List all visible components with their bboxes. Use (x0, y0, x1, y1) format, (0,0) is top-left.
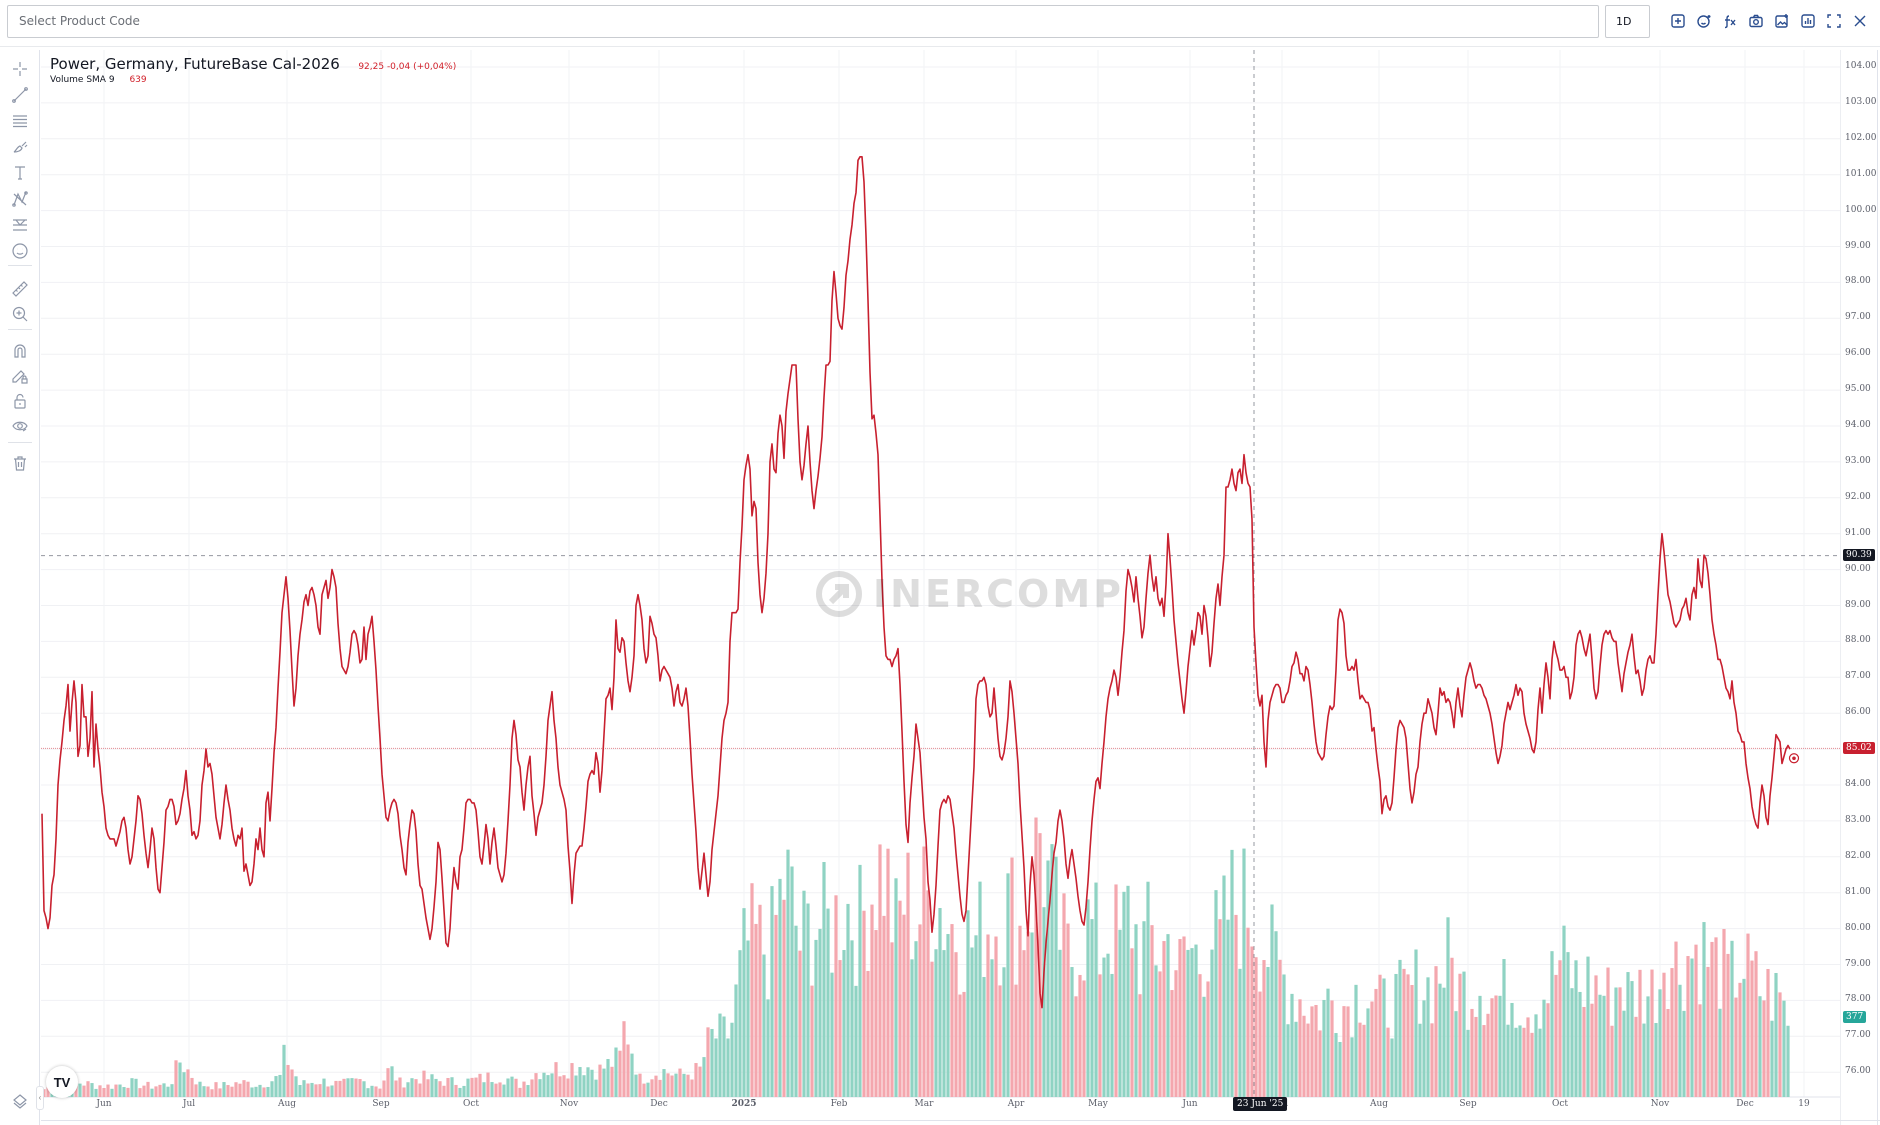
trash-icon[interactable] (8, 452, 32, 474)
time-tick-label: Jun (96, 1099, 112, 1109)
camera-icon[interactable] (1743, 10, 1769, 32)
price-line (41, 156, 1791, 1009)
function-icon[interactable] (1717, 10, 1743, 32)
drawing-toolbar (0, 50, 40, 1125)
text-icon[interactable] (8, 162, 32, 184)
brush-icon[interactable] (8, 136, 32, 158)
toolbar-divider (8, 442, 32, 443)
chart-legend: Power, Germany, FutureBase Cal-2026 92,2… (50, 55, 456, 85)
price-tick-label: 98.00 (1845, 276, 1871, 287)
lock-drawing-icon[interactable] (8, 365, 32, 387)
volume-badge: 377 (1843, 1011, 1867, 1023)
ohlc-values: 92,25 -0,04 (+0,04%) (358, 62, 457, 72)
close-icon[interactable] (1847, 10, 1873, 32)
zoom-in-icon[interactable] (8, 303, 32, 325)
price-axis-border (1840, 50, 1841, 1125)
tradingview-logo[interactable]: TV (46, 1066, 78, 1098)
time-tick-label: Dec (650, 1099, 668, 1109)
crosshair-date-badge: 23 Jun '25 (1233, 1097, 1288, 1111)
time-tick-label: Oct (1551, 1099, 1569, 1109)
volume-indicator-value: 639 (129, 75, 147, 85)
trend-line-icon[interactable] (8, 84, 32, 106)
time-tick-label: Apr (1007, 1099, 1025, 1109)
price-tick-label: 86.00 (1845, 707, 1871, 718)
price-tick-label: 102.00 (1845, 132, 1877, 143)
bar-chart-icon[interactable] (1795, 10, 1821, 32)
crosshair-icon[interactable] (8, 58, 32, 80)
price-tick-label: 80.00 (1845, 922, 1871, 933)
time-tick-label: May (1088, 1099, 1108, 1109)
time-tick-label: Aug (1369, 1099, 1389, 1109)
magnet-icon[interactable] (8, 340, 32, 362)
crosshair-lines (41, 50, 1840, 1097)
price-tick-label: 82.00 (1845, 850, 1871, 861)
price-tick-label: 81.00 (1845, 886, 1871, 897)
unlock-icon[interactable] (8, 390, 32, 412)
time-tick-label: 19 (1798, 1099, 1810, 1109)
time-tick-label: 2025 (731, 1099, 757, 1109)
price-tick-label: 79.00 (1845, 958, 1871, 969)
bottom-border (41, 1120, 1880, 1121)
horizontal-lines-icon[interactable] (8, 110, 32, 132)
fullscreen-icon[interactable] (1821, 10, 1847, 32)
layers-icon[interactable] (8, 1090, 32, 1112)
forecast-icon[interactable] (8, 214, 32, 236)
time-tick-label: Mar (914, 1099, 934, 1109)
price-tick-label: 95.00 (1845, 384, 1871, 395)
time-tick-label: Oct (462, 1099, 480, 1109)
time-tick-label: Dec (1736, 1099, 1754, 1109)
price-tick-label: 88.00 (1845, 635, 1871, 646)
price-tick-label: 77.00 (1845, 1030, 1871, 1041)
crosshair-price-badge: 90.39 (1843, 549, 1875, 561)
price-tick-label: 99.00 (1845, 240, 1871, 251)
add-icon[interactable] (1665, 10, 1691, 32)
price-tick-label: 93.00 (1845, 455, 1871, 466)
price-tick-label: 94.00 (1845, 420, 1871, 430)
price-tick-label: 83.00 (1845, 814, 1871, 825)
price-tick-label: 89.00 (1845, 599, 1871, 610)
top-bar: Select Product Code 1D (0, 0, 1880, 40)
price-tick-label: 78.00 (1845, 994, 1871, 1005)
last-price-marker (1788, 753, 1800, 764)
chart-right-border (1877, 50, 1878, 1125)
price-tick-label: 103.00 (1845, 96, 1877, 107)
interval-selector[interactable]: 1D (1605, 5, 1650, 38)
header-divider (0, 46, 1880, 47)
time-tick-label: Jul (182, 1099, 196, 1109)
toolbar-divider (8, 329, 32, 330)
price-tick-label: 90.00 (1845, 563, 1871, 574)
emoji-icon[interactable] (8, 240, 32, 262)
time-tick-label: Nov (559, 1099, 579, 1109)
time-tick-label: Nov (1650, 1099, 1670, 1109)
last-price-badge: 85.02 (1843, 742, 1875, 754)
time-tick-label: Jun (1182, 1099, 1198, 1109)
price-tick-label: 91.00 (1845, 527, 1871, 538)
time-tick-label: Aug (277, 1099, 297, 1109)
symbol-title[interactable]: Power, Germany, FutureBase Cal-2026 (50, 55, 340, 73)
toolbar-divider (8, 265, 32, 266)
volume-histogram (42, 817, 1790, 1097)
eye-icon[interactable] (8, 415, 32, 437)
time-tick-label: Feb (830, 1099, 848, 1109)
collapse-toolbar-handle[interactable]: ‹ (36, 1086, 44, 1110)
price-tick-label: 87.00 (1845, 671, 1871, 682)
time-tick-label: Sep (372, 1099, 390, 1109)
price-tick-label: 76.00 (1845, 1066, 1871, 1077)
price-tick-label: 104.00 (1845, 61, 1877, 71)
time-tick-label: Sep (1459, 1099, 1477, 1109)
volume-indicator-label[interactable]: Volume SMA 9 (50, 75, 115, 85)
price-tick-label: 84.00 (1845, 779, 1871, 789)
price-tick-label: 100.00 (1845, 204, 1877, 215)
image-add-icon[interactable] (1769, 10, 1795, 32)
price-tick-label: 101.00 (1845, 168, 1877, 179)
emoji-icon[interactable] (1691, 10, 1717, 32)
header-toolbar (1665, 10, 1873, 32)
price-tick-label: 97.00 (1845, 312, 1871, 323)
price-tick-label: 96.00 (1845, 348, 1871, 359)
pattern-icon[interactable] (8, 188, 32, 210)
price-tick-label: 92.00 (1845, 491, 1871, 502)
ruler-icon[interactable] (8, 278, 32, 300)
product-code-input[interactable]: Select Product Code (7, 5, 1599, 38)
